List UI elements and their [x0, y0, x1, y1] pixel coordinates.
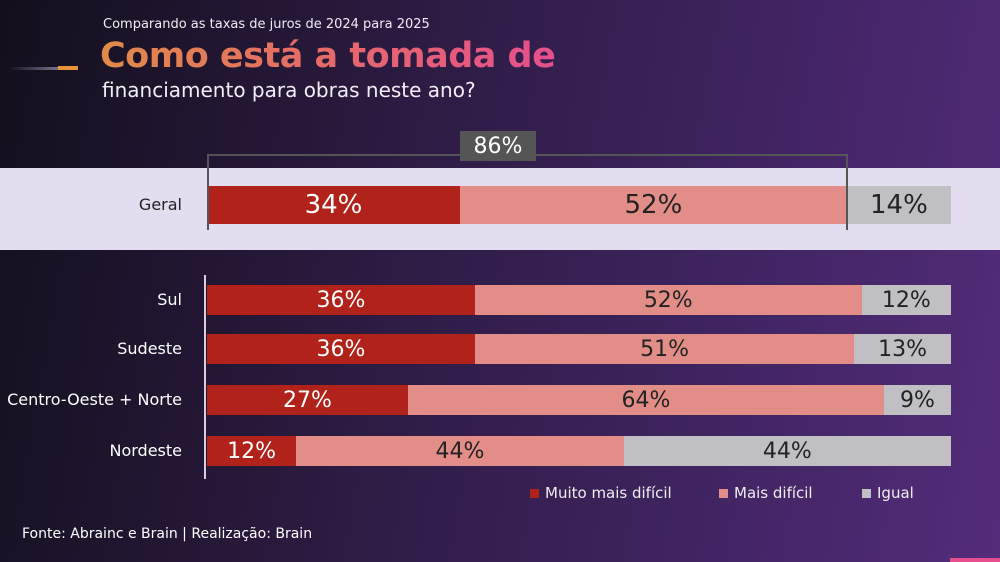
category-label: Centro-Oeste + Norte	[7, 390, 182, 409]
category-label: Geral	[138, 195, 182, 214]
bar-segment: 14%	[846, 186, 951, 224]
data-label: 12%	[881, 287, 931, 313]
data-label: 36%	[316, 287, 366, 313]
data-label: 27%	[282, 387, 332, 413]
data-label: 36%	[316, 336, 366, 362]
page-title-line2: financiamento para obras neste ano?	[102, 78, 476, 102]
legend-label: Muito mais difícil	[545, 484, 672, 502]
data-label: 51%	[640, 336, 689, 362]
bar-segment: 27%	[207, 385, 408, 415]
legend-label: Mais difícil	[734, 484, 813, 502]
total-bracket-label: 86%	[460, 131, 536, 161]
legend-swatch	[530, 488, 539, 498]
legend-label: Igual	[877, 484, 914, 502]
data-label: 52%	[624, 190, 683, 220]
decor-corner	[950, 558, 1000, 562]
category-label: Sudeste	[117, 339, 182, 358]
bar-segment: 12%	[207, 436, 297, 466]
legend-item-mais-dificil: Mais difícil	[719, 484, 813, 502]
bar-segment: 52%	[459, 186, 847, 224]
bar-segment: 52%	[474, 285, 862, 315]
data-label: 13%	[878, 336, 928, 362]
data-label: 12%	[227, 438, 277, 464]
legend-item-muito-mais-dificil: Muito mais difícil	[530, 484, 672, 502]
bar-segment: 51%	[474, 334, 855, 364]
data-label: 44%	[762, 438, 812, 464]
legend-item-igual: Igual	[862, 484, 914, 502]
data-label: 52%	[643, 287, 693, 313]
decor-accent	[58, 66, 78, 70]
bar-segment: 44%	[296, 436, 624, 466]
data-label: 64%	[621, 387, 671, 413]
y-axis-line	[204, 275, 206, 479]
bar-segment: 36%	[207, 334, 475, 364]
data-label: 9%	[900, 387, 935, 413]
data-label: 14%	[870, 190, 928, 220]
bar-segment: 36%	[207, 285, 475, 315]
bar-segment: 9%	[884, 385, 951, 415]
bar-segment: 44%	[623, 436, 951, 466]
bar-segment: 64%	[407, 385, 885, 415]
bar-segment: 13%	[854, 334, 951, 364]
source-note: Fonte: Abrainc e Brain | Realização: Bra…	[22, 526, 313, 542]
legend-swatch	[719, 488, 728, 498]
decor-line	[8, 67, 58, 70]
data-label: 44%	[435, 438, 485, 464]
subtitle: Comparando as taxas de juros de 2024 par…	[103, 17, 430, 32]
total-bracket	[207, 154, 848, 230]
legend-swatch	[862, 488, 871, 498]
page-title: Como está a tomada de	[100, 36, 556, 76]
category-label: Sul	[157, 290, 182, 309]
bar-segment: 12%	[861, 285, 951, 315]
data-label: 34%	[304, 190, 363, 220]
bar-segment: 34%	[207, 186, 460, 224]
category-label: Nordeste	[109, 441, 182, 460]
